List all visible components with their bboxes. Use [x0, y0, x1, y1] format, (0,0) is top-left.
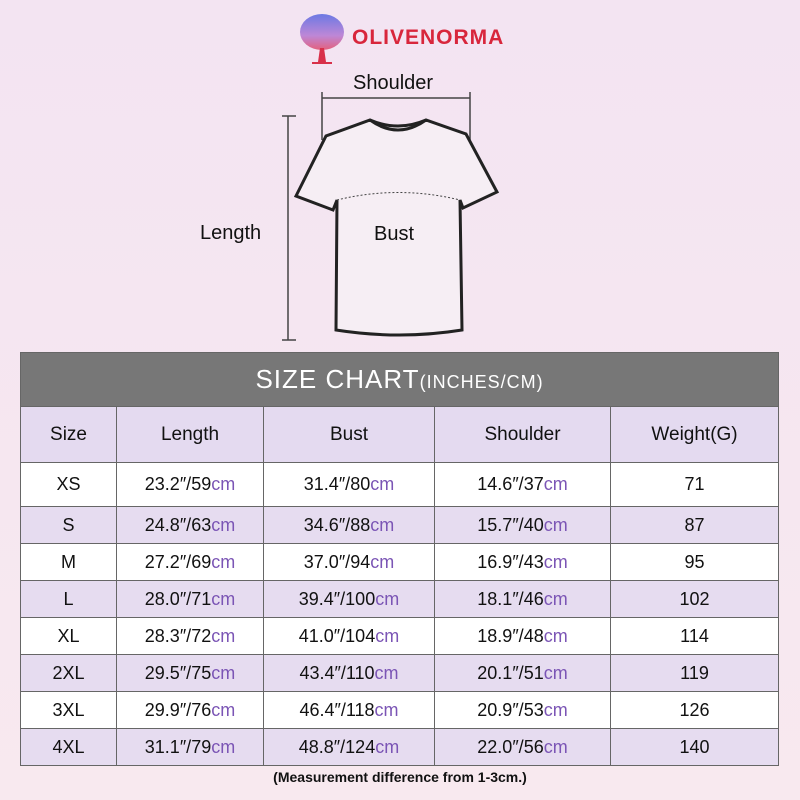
column-header: Size [20, 406, 117, 463]
table-row: 2XL 29.5″/75cm 43.4″/110cm 20.1″/51cm 119 [20, 654, 780, 692]
table-row: L 28.0″/71cm 39.4″/100cm 18.1″/46cm 102 [20, 580, 780, 618]
cell-size: M [20, 543, 117, 581]
cell-weight: 140 [609, 728, 780, 766]
cell-weight: 126 [609, 691, 780, 729]
table-row: M 27.2″/69cm 37.0″/94cm 16.9″/43cm 95 [20, 543, 780, 581]
cell-length: 31.1″/79cm [116, 728, 264, 766]
cell-length: 28.3″/72cm [116, 617, 264, 655]
cell-weight: 87 [609, 506, 780, 544]
measurement-note: (Measurement difference from 1-3cm.) [273, 769, 527, 785]
tree-logo-icon [300, 14, 344, 64]
cell-length: 24.8″/63cm [116, 506, 264, 544]
column-header: Length [116, 406, 264, 463]
cell-length: 27.2″/69cm [116, 543, 264, 581]
column-header: Bust [263, 406, 435, 463]
cell-length: 28.0″/71cm [116, 580, 264, 618]
cell-bust: 34.6″/88cm [263, 506, 435, 544]
cell-length: 23.2″/59cm [116, 462, 264, 507]
column-header: Weight(G) [609, 406, 780, 463]
cell-weight: 102 [609, 580, 780, 618]
table-row: XL 28.3″/72cm 41.0″/104cm 18.9″/48cm 114 [20, 617, 780, 655]
table-row: 3XL 29.9″/76cm 46.4″/118cm 20.9″/53cm 126 [20, 691, 780, 729]
cell-bust: 41.0″/104cm [263, 617, 435, 655]
table-row: XS 23.2″/59cm 31.4″/80cm 14.6″/37cm 71 [20, 462, 780, 507]
cell-bust: 31.4″/80cm [263, 462, 435, 507]
cell-shoulder: 14.6″/37cm [434, 462, 611, 507]
cell-shoulder: 18.1″/46cm [434, 580, 611, 618]
cell-weight: 95 [609, 543, 780, 581]
cell-length: 29.9″/76cm [116, 691, 264, 729]
column-header: Shoulder [434, 406, 611, 463]
cell-bust: 39.4″/100cm [263, 580, 435, 618]
cell-size: XS [20, 462, 117, 507]
cell-size: L [20, 580, 117, 618]
cell-shoulder: 16.9″/43cm [434, 543, 611, 581]
bust-label: Bust [374, 223, 415, 245]
cell-bust: 43.4″/110cm [263, 654, 435, 692]
size-chart-table: SIZE CHART(INCHES/CM) Size Length Bust S… [19, 352, 780, 766]
cell-size: 4XL [20, 728, 117, 766]
cell-bust: 37.0″/94cm [263, 543, 435, 581]
table-row: 4XL 31.1″/79cm 48.8″/124cm 22.0″/56cm 140 [20, 728, 780, 766]
cell-size: 3XL [20, 691, 117, 729]
cell-size: S [20, 506, 117, 544]
cell-shoulder: 18.9″/48cm [434, 617, 611, 655]
cell-shoulder: 22.0″/56cm [434, 728, 611, 766]
cell-bust: 48.8″/124cm [263, 728, 435, 766]
cell-weight: 71 [609, 462, 780, 507]
cell-size: XL [20, 617, 117, 655]
cell-weight: 114 [609, 617, 780, 655]
brand-name: OLIVENORMA [352, 26, 505, 49]
cell-length: 29.5″/75cm [116, 654, 264, 692]
tshirt-diagram [282, 92, 500, 341]
cell-weight: 119 [609, 654, 780, 692]
cell-bust: 46.4″/118cm [263, 691, 435, 729]
size-chart-title: SIZE CHART(INCHES/CM) [19, 352, 780, 407]
cell-shoulder: 20.1″/51cm [434, 654, 611, 692]
cell-shoulder: 15.7″/40cm [434, 506, 611, 544]
cell-shoulder: 20.9″/53cm [434, 691, 611, 729]
shoulder-label: Shoulder [353, 72, 434, 94]
length-label: Length [200, 222, 262, 244]
cell-size: 2XL [20, 654, 117, 692]
table-row: S 24.8″/63cm 34.6″/88cm 15.7″/40cm 87 [20, 506, 780, 544]
brand-logo: OLIVENORMA [298, 10, 504, 66]
